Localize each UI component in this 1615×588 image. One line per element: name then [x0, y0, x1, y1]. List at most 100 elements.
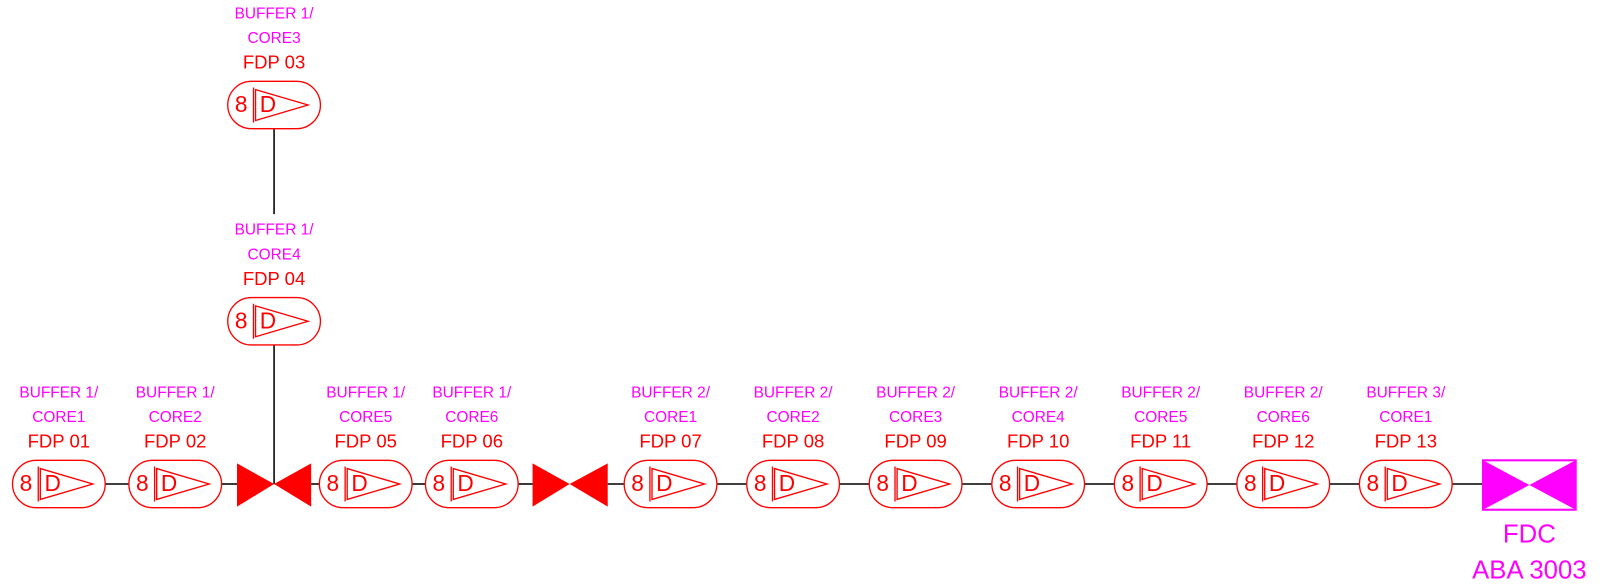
fdp-node: BUFFER 2/CORE2 FDP 08 8 D	[746, 384, 841, 509]
fdp-node: BUFFER 3/CORE1 FDP 13 8 D	[1358, 384, 1453, 509]
fdp-triangle	[1141, 467, 1198, 501]
core-label: CORE4	[1012, 409, 1066, 426]
buffer-label: BUFFER 1/	[326, 384, 406, 401]
fdp-outline	[623, 459, 718, 509]
fdp-count: 8	[235, 91, 248, 117]
fdp-triangle	[346, 467, 403, 501]
core-label: CORE5	[339, 409, 392, 426]
fdp-node: BUFFER 1/CORE4 FDP 04 8 D	[227, 222, 322, 346]
fdp-triangle	[39, 467, 96, 501]
fdp-name: FDP 11	[1130, 431, 1191, 452]
fdp-symbol: D	[260, 91, 276, 117]
fdp-triangle	[254, 88, 311, 122]
buffer-label: BUFFER 1/	[136, 384, 216, 401]
core-label: CORE1	[32, 409, 85, 426]
fdp-count: 8	[1367, 470, 1380, 496]
fdp-node: BUFFER 2/CORE4 FDP 10 8 D	[991, 384, 1086, 509]
splice	[569, 463, 608, 507]
core-label: CORE5	[1134, 409, 1187, 426]
fdp-node: BUFFER 2/CORE5 FDP 11 8 D	[1113, 384, 1208, 509]
fdp-name: FDP 08	[762, 431, 824, 452]
fdp-name: FDP 13	[1375, 431, 1437, 452]
fdc-fill	[1529, 460, 1576, 510]
buffer-label: BUFFER 2/	[999, 384, 1079, 401]
fdp-node: BUFFER 1/CORE3 FDP 03 8 D	[227, 5, 322, 130]
fdp-count: 8	[235, 307, 248, 333]
fdp-outline	[227, 296, 322, 346]
fdp-name: FDP 05	[335, 431, 397, 452]
fdp-outline	[227, 80, 322, 130]
fdp-outline	[868, 459, 963, 509]
buffer-label: BUFFER 2/	[1244, 384, 1324, 401]
fdp-outline	[1113, 459, 1208, 509]
fdp-triangle	[1018, 467, 1075, 501]
fdp-name: FDP 12	[1252, 431, 1314, 452]
fdp-name: FDP 09	[884, 431, 946, 452]
fdp-count: 8	[20, 470, 33, 496]
core-label: CORE2	[149, 409, 202, 426]
core-label: CORE6	[445, 409, 498, 426]
fdp-name: FDP 06	[441, 431, 503, 452]
fdp-triangle	[651, 467, 707, 501]
fdp-triangle	[1386, 467, 1443, 501]
fdp-node: BUFFER 2/CORE6 FDP 12 8 D	[1236, 384, 1331, 509]
fdp-symbol: D	[457, 470, 473, 496]
fdp-symbol: D	[44, 470, 60, 496]
fdp-count: 8	[433, 470, 446, 496]
buffer-label: BUFFER 1/	[235, 222, 315, 239]
fdp-node: BUFFER 1/CORE5 FDP 05 8 D	[318, 384, 413, 509]
fdp-node: BUFFER 1/CORE6 FDP 06 8 D	[424, 384, 519, 509]
core-label: CORE1	[1379, 409, 1432, 426]
fdp-node: BUFFER 2/CORE1 FDP 07 8 D	[623, 384, 718, 509]
buffer-label: BUFFER 2/	[754, 384, 834, 401]
core-label: CORE1	[644, 409, 697, 426]
fdp-name: FDP 02	[144, 431, 206, 452]
fdp-symbol: D	[1269, 470, 1285, 496]
buffer-label: BUFFER 2/	[631, 384, 711, 401]
fdp-triangle	[452, 467, 509, 501]
fdp-name: FDP 07	[639, 431, 701, 452]
fdp-outline	[746, 459, 841, 509]
splice	[237, 463, 275, 507]
fdp-symbol: D	[656, 470, 672, 496]
fdc: FDC ABA 3003	[1472, 459, 1587, 584]
fdp-triangle	[1264, 467, 1320, 501]
fdp-symbol: D	[260, 307, 276, 333]
fdp-name: FDP 10	[1007, 431, 1069, 452]
core-label: CORE2	[766, 409, 819, 426]
fdp-triangle	[896, 467, 952, 501]
fdp-symbol: D	[1146, 470, 1162, 496]
buffer-label: BUFFER 2/	[1121, 384, 1201, 401]
core-label: CORE4	[247, 246, 301, 263]
fdp-count: 8	[876, 470, 889, 496]
fdp-name: FDP 03	[243, 52, 305, 73]
fdp-count: 8	[326, 470, 339, 496]
buffer-label: BUFFER 1/	[432, 384, 512, 401]
fdp-outline	[128, 459, 223, 509]
fdp-outline	[424, 459, 519, 509]
core-label: CORE3	[889, 409, 942, 426]
splice	[532, 463, 570, 507]
buffer-label: BUFFER 1/	[235, 5, 315, 22]
fdp-count: 8	[631, 470, 644, 496]
fdp-symbol: D	[779, 470, 795, 496]
fdc-fill	[1483, 460, 1530, 510]
core-label: CORE3	[247, 30, 300, 47]
fdp-count: 8	[1244, 470, 1257, 496]
fdp-symbol: D	[1391, 470, 1407, 496]
fdp-triangle	[773, 467, 830, 501]
buffer-label: BUFFER 2/	[876, 384, 956, 401]
fdp-node: BUFFER 2/CORE3 FDP 09 8 D	[868, 384, 963, 509]
fdp-outline	[991, 459, 1086, 509]
fdp-outline	[318, 459, 413, 509]
fdc-title: FDC	[1503, 520, 1556, 548]
fdp-outline	[1358, 459, 1453, 509]
buffer-label: BUFFER 3/	[1366, 384, 1446, 401]
fdp-symbol: D	[161, 470, 177, 496]
fdp-symbol: D	[1024, 470, 1040, 496]
fdp-symbol: D	[351, 470, 367, 496]
fdp-name: FDP 04	[243, 268, 305, 289]
buffer-label: BUFFER 1/	[19, 384, 99, 401]
fdp-count: 8	[754, 470, 767, 496]
